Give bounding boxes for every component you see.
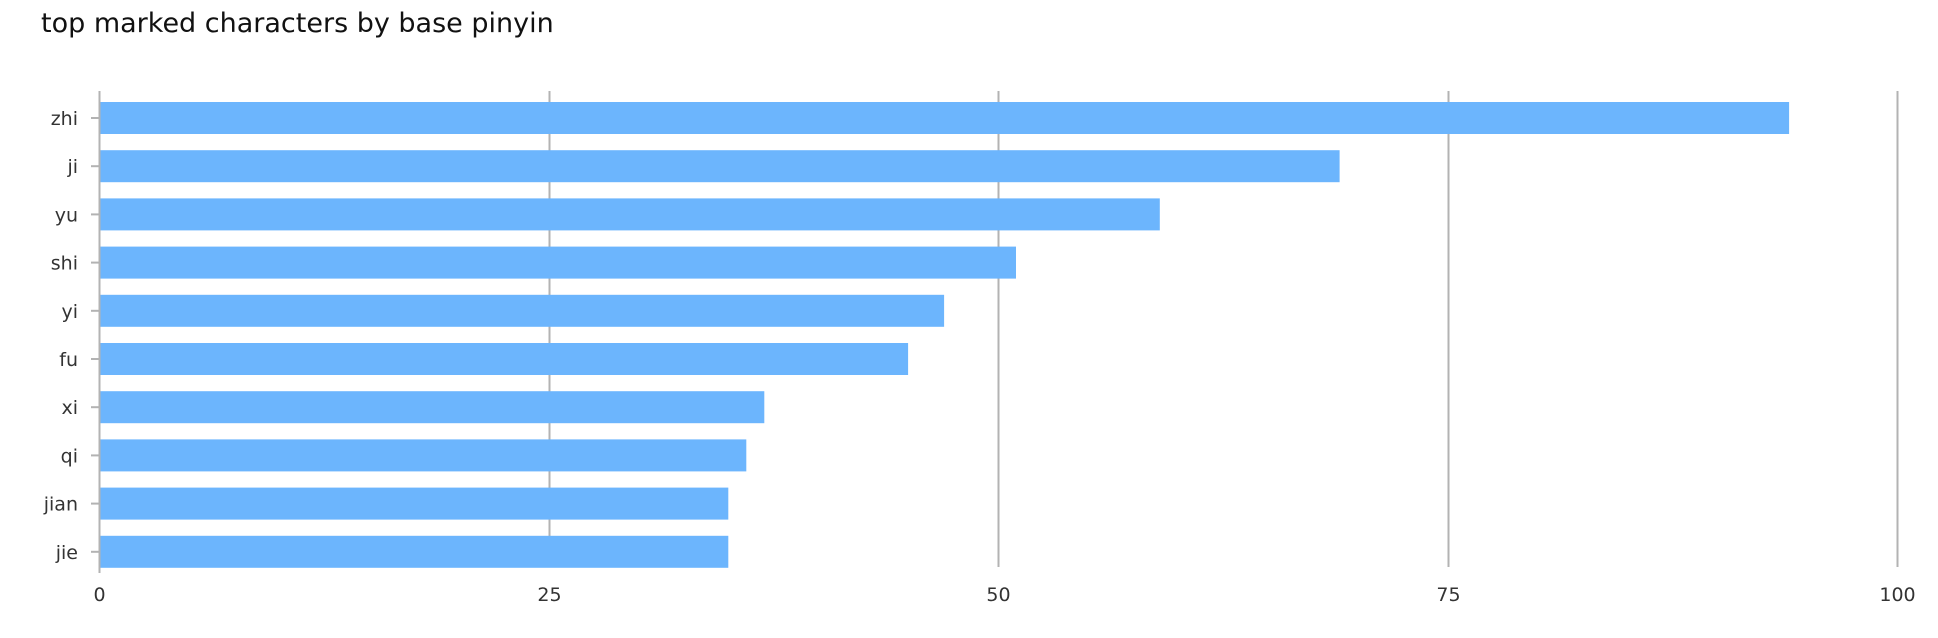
category-label-fu: fu	[59, 349, 78, 371]
y-axis	[91, 91, 101, 573]
bar-yi	[99, 294, 945, 327]
category-label-qi: qi	[61, 445, 78, 467]
category-label-yu: yu	[55, 204, 78, 226]
category-label-jie: jie	[55, 542, 78, 564]
bar-ji	[99, 150, 1340, 183]
x-tick-label: 100	[1879, 584, 1915, 606]
bars	[99, 102, 1790, 568]
bar-yu	[99, 198, 1160, 231]
category-label-shi: shi	[51, 253, 78, 275]
bar-qi	[99, 439, 747, 472]
category-labels: zhi ji yu shi yi fu xi qi jian jie	[43, 108, 78, 564]
x-tick-label: 50	[986, 584, 1010, 606]
category-label-jian: jian	[43, 494, 78, 516]
category-label-ji: ji	[66, 156, 78, 178]
bar-fu	[99, 343, 909, 375]
bar-xi	[99, 391, 765, 424]
category-label-zhi: zhi	[51, 108, 78, 130]
x-tick-labels: 0 25 50 75 100	[93, 584, 1915, 606]
x-tick-label: 25	[537, 584, 561, 606]
category-label-yi: yi	[61, 301, 78, 323]
x-tick-label: 75	[1436, 584, 1460, 606]
bar-shi	[99, 246, 1016, 279]
x-tick-label: 0	[93, 584, 105, 606]
chart-title: top marked characters by base pinyin	[41, 8, 554, 39]
bar-zhi	[99, 102, 1790, 134]
bar-jie	[99, 535, 729, 568]
category-label-xi: xi	[61, 397, 78, 419]
bar-jian	[99, 487, 729, 520]
